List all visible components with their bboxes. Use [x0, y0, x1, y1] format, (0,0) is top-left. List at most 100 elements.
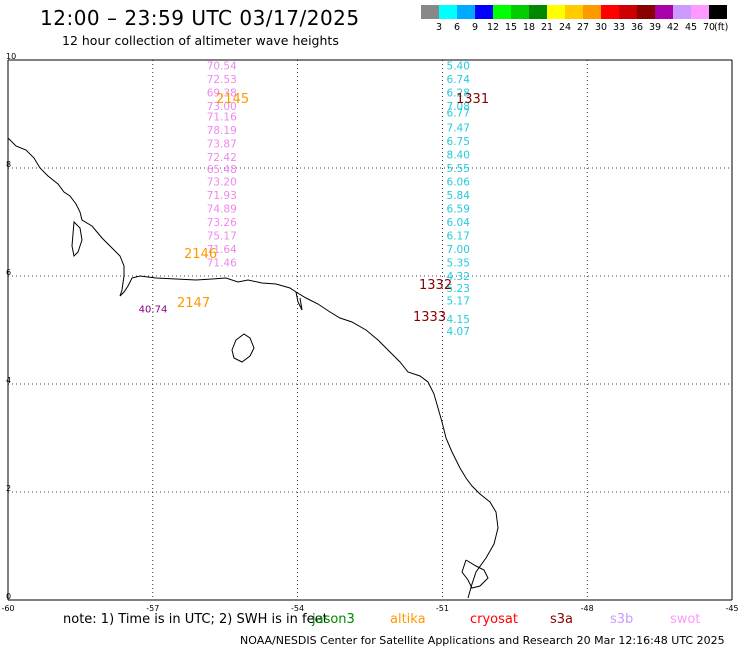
- lat-tick-label: 4: [6, 376, 11, 385]
- legend-swatch: [655, 5, 673, 19]
- legend-swatch: [547, 5, 565, 19]
- lat-tick-label: 2: [6, 484, 11, 493]
- island-river: [71, 220, 83, 258]
- coastline-delta: [461, 559, 489, 589]
- lat-tick-label: 0: [6, 592, 11, 601]
- satellite-label: cryosat: [470, 612, 518, 627]
- legend-bin-label: 45: [684, 22, 698, 33]
- satellite-label: s3a: [550, 612, 574, 627]
- wave-height-label: 73.20: [207, 177, 237, 189]
- wave-height-label: 5.35: [447, 258, 470, 270]
- pass-id-label: 2145: [216, 92, 249, 107]
- lon-tick-label: -48: [581, 604, 594, 613]
- page-subtitle: 12 hour collection of altimeter wave hei…: [62, 33, 339, 48]
- legend-unit: (ft): [714, 22, 729, 33]
- legend-bin-label: 39: [648, 22, 662, 33]
- legend-swatch: [475, 5, 493, 19]
- page-title: 12:00 – 23:59 UTC 03/17/2025: [40, 6, 360, 30]
- pass-id-label: 1331: [456, 92, 489, 107]
- legend-swatch: [673, 5, 691, 19]
- legend-bin-label: 18: [522, 22, 536, 33]
- footer-credit: NOAA/NESDIS Center for Satellite Applica…: [240, 634, 725, 647]
- legend-swatch: [493, 5, 511, 19]
- wave-height-label: 75.17: [207, 231, 237, 243]
- legend-swatch: [421, 5, 439, 19]
- wave-height-label: 69.38: [207, 87, 237, 99]
- wave-height-label: 72.42: [207, 152, 237, 164]
- wave-height-label: 6.77: [447, 107, 470, 119]
- lat-tick-label: 10: [6, 52, 16, 61]
- legend-bin-label: 27: [576, 22, 590, 33]
- legend-bin-label: 70: [702, 22, 716, 33]
- legend-swatch: [439, 5, 457, 19]
- legend-bin-label: 9: [471, 22, 479, 33]
- wave-height-label: 5.40: [447, 60, 470, 72]
- legend-swatch: [637, 5, 655, 19]
- wave-height-label: 8.40: [447, 150, 470, 162]
- wave-height-label: 7.08: [447, 101, 470, 113]
- lon-tick-label: -60: [1, 604, 14, 613]
- legend-bin-label: 36: [630, 22, 644, 33]
- island-offshore: [231, 333, 255, 363]
- legend-bin-label: 15: [504, 22, 518, 33]
- lon-tick-label: -51: [436, 604, 449, 613]
- legend-swatch: [709, 5, 727, 19]
- wave-height-label: 6.04: [447, 217, 471, 229]
- lon-tick-label: -45: [725, 604, 738, 613]
- legend-bin-label: 3: [435, 22, 443, 33]
- legend-bin-label: 12: [486, 22, 500, 33]
- wave-height-label: 5.17: [447, 295, 470, 307]
- wave-height-label: 40.74: [139, 304, 168, 315]
- wave-height-label: 74.89: [207, 204, 237, 216]
- legend-bin-label: 6: [453, 22, 461, 33]
- footer-note: note: 1) Time is in UTC; 2) SWH is in fe…: [63, 612, 328, 627]
- satellite-label: altika: [390, 612, 426, 627]
- wave-height-label: 6.59: [447, 204, 470, 216]
- wave-height-label: 65.48: [207, 164, 237, 176]
- wave-height-label: 72.53: [207, 74, 237, 86]
- lat-tick-label: 8: [6, 160, 11, 169]
- legend-swatch: [457, 5, 475, 19]
- lat-tick-label: 6: [6, 268, 11, 277]
- legend-bin-label: 42: [666, 22, 680, 33]
- wave-height-label: 4.07: [447, 326, 470, 338]
- wave-height-label: 7.00: [447, 244, 470, 256]
- legend-swatch: [529, 5, 547, 19]
- legend-swatch: [619, 5, 637, 19]
- wave-height-label: 4.15: [447, 314, 470, 326]
- satellite-label: jason3: [312, 612, 355, 627]
- pass-id-label: 1332: [419, 278, 452, 293]
- map-grid: -60 -57 -54 -51 -48 -45 0 2 4 6 8 10: [1, 52, 738, 613]
- wave-height-label: 71.46: [207, 258, 237, 270]
- wave-height-label: 6.74: [447, 74, 471, 86]
- wave-height-label: 71.16: [207, 112, 237, 124]
- wave-height-label: 5.55: [447, 163, 470, 175]
- wave-height-label: 73.26: [207, 217, 237, 229]
- wave-height-label: 71.93: [207, 190, 237, 202]
- wave-height-label: 6.06: [447, 177, 471, 189]
- wave-height-label: 78.19: [207, 125, 237, 137]
- legend-swatch: [601, 5, 619, 19]
- wave-height-label: 6.28: [447, 87, 470, 99]
- lon-tick-label: -57: [146, 604, 159, 613]
- legend-swatch: [511, 5, 529, 19]
- wave-height-label: 6.17: [447, 231, 470, 243]
- coastline-bay: [295, 291, 303, 311]
- coastline-main: [7, 137, 499, 599]
- pass-id-label: 1333: [413, 310, 446, 325]
- wave-height-label: 71.64: [207, 244, 237, 256]
- wave-height-label: 7.47: [447, 123, 470, 135]
- legend-swatch: [691, 5, 709, 19]
- legend-bin-label: 21: [540, 22, 554, 33]
- wave-height-label: 5.23: [447, 283, 470, 295]
- wave-height-label: 4.32: [447, 271, 470, 283]
- legend-swatch: [583, 5, 601, 19]
- wave-height-label: 73.87: [207, 139, 237, 151]
- wave-height-label: 70.54: [207, 60, 237, 72]
- islands: [71, 220, 255, 363]
- legend-bin-label: 24: [558, 22, 572, 33]
- satellite-label: swot: [670, 612, 701, 627]
- legend-bin-label: 33: [612, 22, 626, 33]
